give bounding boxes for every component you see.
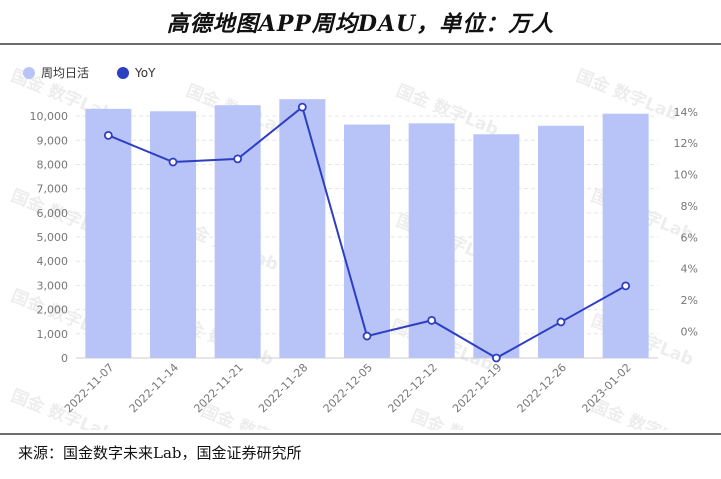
left-tick-label: 5,000 xyxy=(37,231,69,244)
top-rule xyxy=(0,43,721,45)
right-tick-label: 6% xyxy=(681,231,698,244)
yoy-point xyxy=(362,331,372,341)
legend: 周均日活 YoY xyxy=(23,66,156,80)
x-tick-label: 2022-12-12 xyxy=(385,361,439,415)
right-tick-label: 8% xyxy=(681,200,698,213)
x-axis: 2022-11-07 2022-11-14 2022-11-21 2022-11-28… xyxy=(62,361,634,415)
bar xyxy=(602,113,649,358)
legend-swatch-bar xyxy=(23,67,35,79)
legend-label-line: YoY xyxy=(134,66,156,80)
bar xyxy=(344,124,390,358)
bar-series xyxy=(85,99,649,359)
watermark-text: 国金 数字Lab xyxy=(588,395,696,430)
left-tick-label: 8,000 xyxy=(37,158,69,171)
source-note: 来源：国金数字未来Lab，国金证券研究所 xyxy=(18,444,302,462)
left-tick-label: 6,000 xyxy=(37,207,69,220)
watermark-text: 国金 数字Lab xyxy=(198,400,306,430)
left-tick-label: 10,000 xyxy=(30,110,69,123)
x-tick-label: 2022-11-28 xyxy=(256,361,310,415)
yoy-point xyxy=(297,102,307,112)
yoy-point xyxy=(491,353,501,363)
left-tick-label: 3,000 xyxy=(37,279,69,292)
bottom-rule xyxy=(0,433,721,435)
yoy-point xyxy=(621,281,631,291)
left-tick-label: 0 xyxy=(61,352,68,365)
right-axis: 0% 2% 4% 6% 8% 10% 12% 14% xyxy=(674,106,698,339)
right-tick-label: 10% xyxy=(674,169,698,182)
left-tick-label: 7,000 xyxy=(37,183,69,196)
yoy-point xyxy=(168,157,178,167)
left-tick-label: 4,000 xyxy=(37,255,69,268)
x-tick-label: 2022-11-07 xyxy=(62,361,116,415)
yoy-point xyxy=(556,317,566,327)
right-tick-label: 14% xyxy=(674,106,698,119)
left-tick-label: 2,000 xyxy=(37,304,69,317)
yoy-line-series xyxy=(103,102,631,363)
x-tick-label: 2022-11-14 xyxy=(127,361,181,415)
left-tick-label: 1,000 xyxy=(37,328,69,341)
bar xyxy=(85,108,132,358)
yoy-point xyxy=(233,154,243,164)
bar xyxy=(473,134,520,358)
bar xyxy=(150,111,196,358)
x-tick-label: 2022-12-26 xyxy=(515,361,569,415)
legend-label-bar: 周均日活 xyxy=(41,66,89,80)
right-tick-label: 0% xyxy=(681,325,698,338)
bar xyxy=(279,99,326,359)
x-tick-label: 2022-12-05 xyxy=(321,361,375,415)
legend-swatch-line xyxy=(117,67,129,79)
chart-title: 高德地图APP周均DAU，单位：万人 xyxy=(166,11,555,37)
bar xyxy=(214,105,261,358)
right-tick-label: 4% xyxy=(681,263,698,276)
yoy-point xyxy=(427,315,437,325)
right-tick-label: 12% xyxy=(674,137,698,150)
right-tick-label: 2% xyxy=(681,294,698,307)
left-tick-label: 9,000 xyxy=(37,134,69,147)
yoy-point xyxy=(103,130,113,140)
left-axis: 0 1,000 2,000 3,000 4,000 5,000 6,000 7,000 8,00… xyxy=(30,110,69,365)
